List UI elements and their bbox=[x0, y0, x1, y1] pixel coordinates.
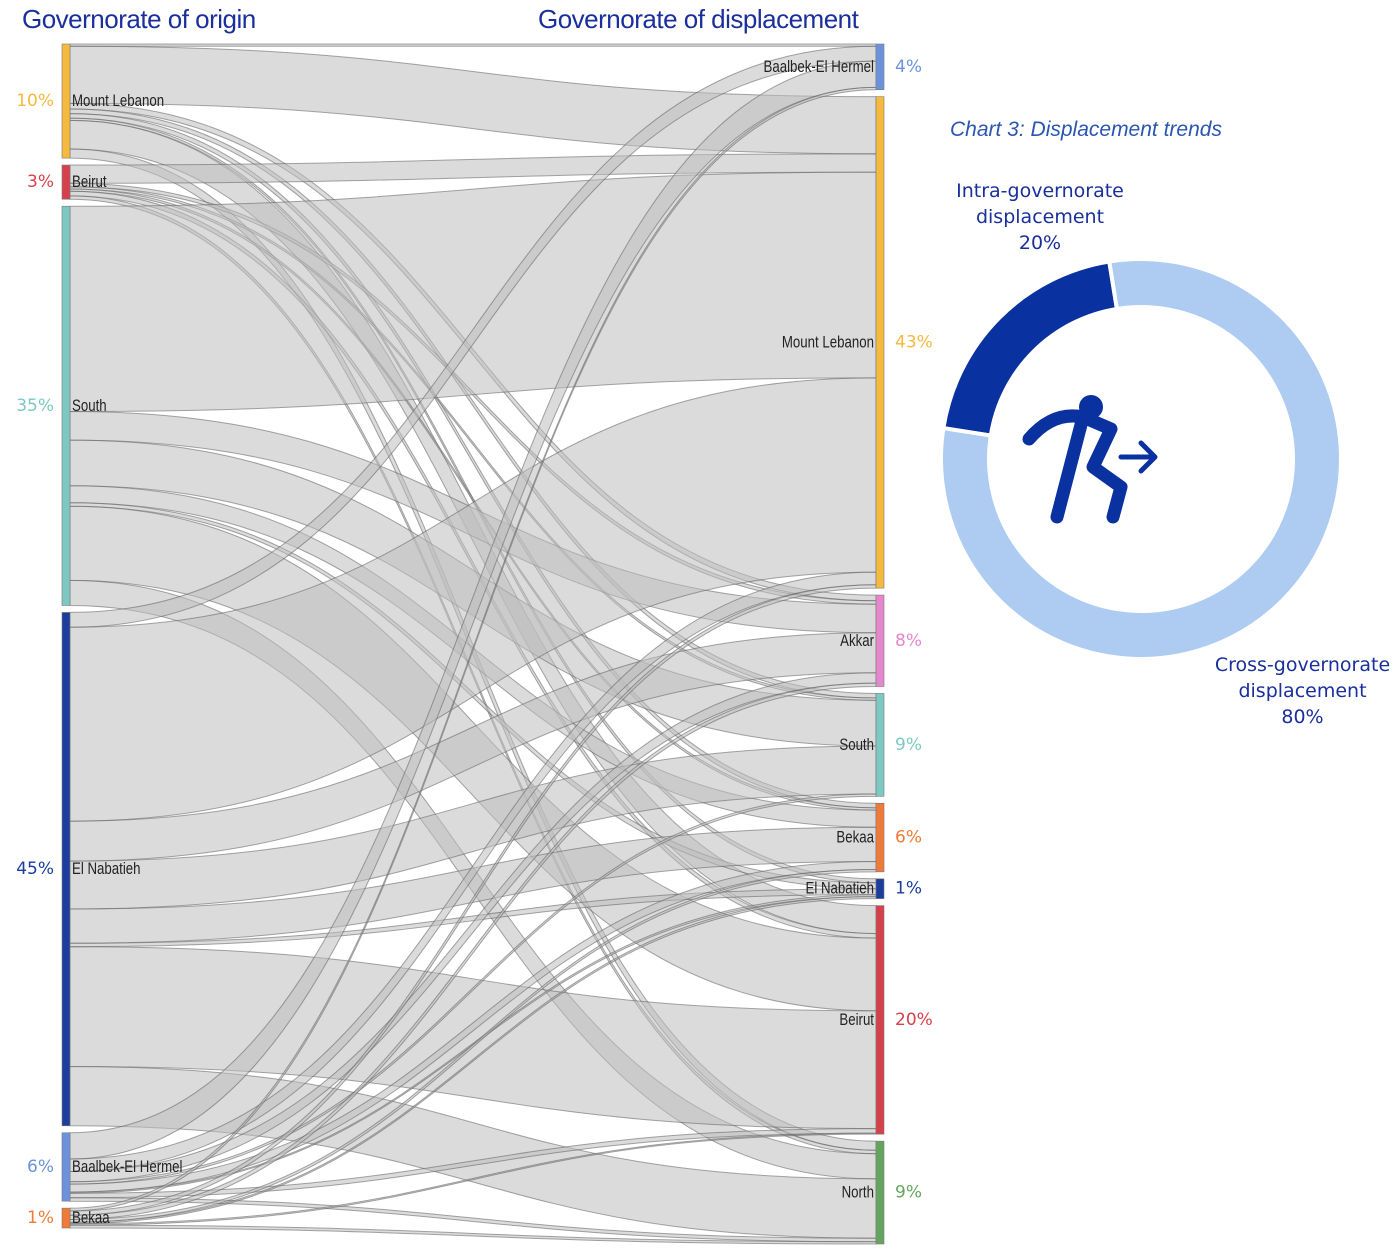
dest-label-el-nabatieh: El Nabatieh bbox=[805, 879, 874, 898]
donut-slices bbox=[939, 257, 1343, 661]
flow-south-to-mount-lebanon bbox=[69, 171, 877, 413]
intra-label-line2: displacement bbox=[975, 206, 1105, 228]
cross-label-line2: displacement bbox=[1238, 680, 1367, 702]
origin-label-el-nabatieh: El Nabatieh bbox=[72, 860, 141, 879]
origin-label-mount-lebanon: Mount Lebanon bbox=[72, 92, 164, 111]
dest-percent-mount-lebanon: 43% bbox=[895, 332, 933, 352]
donut-chart-title: Chart 3: Displacement trends bbox=[950, 118, 1222, 141]
dest-percent-akkar: 8% bbox=[895, 631, 922, 651]
dest-percent-beirut: 20% bbox=[895, 1010, 933, 1030]
intra-label-line1: Intra-governorate bbox=[956, 180, 1124, 202]
origin-node-mount-lebanon bbox=[61, 43, 71, 159]
dest-node-north bbox=[875, 1140, 885, 1245]
dest-node-baalbek-el-hermel bbox=[875, 43, 885, 91]
dest-percent-north: 9% bbox=[895, 1183, 922, 1203]
origin-percent-south: 35% bbox=[16, 396, 54, 416]
person-running-arrow-icon bbox=[1022, 395, 1158, 524]
origin-label-bekaa: Bekaa bbox=[72, 1209, 110, 1228]
donut-chart bbox=[939, 257, 1343, 661]
cross-slice-label: Cross-governorate displacement 80% bbox=[1190, 652, 1397, 730]
dest-percent-baalbek-el-hermel: 4% bbox=[895, 57, 922, 77]
dest-label-akkar: Akkar bbox=[840, 631, 874, 650]
dest-percent-el-nabatieh: 1% bbox=[895, 879, 922, 899]
cross-label-percent: 80% bbox=[1281, 706, 1324, 728]
dest-node-akkar bbox=[875, 594, 885, 687]
sankey-node-labels: Mount Lebanon 10% Beirut 3% South 35% El Nabat… bbox=[16, 57, 933, 1228]
dest-label-baalbek-el-hermel: Baalbek-El Hermel bbox=[764, 57, 874, 76]
dest-node-el-nabatieh bbox=[875, 878, 885, 899]
origin-node-baalbek-el-hermel bbox=[61, 1132, 71, 1202]
intra-label-percent: 20% bbox=[1018, 232, 1062, 254]
dest-node-mount-lebanon bbox=[875, 96, 885, 589]
origin-label-beirut: Beirut bbox=[72, 173, 107, 192]
origin-percent-baalbek-el-hermel: 6% bbox=[27, 1157, 54, 1177]
destination-axis-title: Governorate of displacement bbox=[538, 4, 859, 34]
flow-bekaa-to-bekaa bbox=[69, 869, 877, 1223]
origin-percent-beirut: 3% bbox=[27, 172, 54, 192]
sankey-chart: Mount Lebanon 10% Beirut 3% South 35% El Nabat… bbox=[16, 43, 933, 1245]
dest-percent-south: 9% bbox=[895, 735, 922, 755]
donut-slice-cross bbox=[939, 257, 1343, 661]
dest-node-bekaa bbox=[875, 802, 885, 873]
flow-mount-lebanon-to-baalbek-el-hermel bbox=[69, 43, 877, 47]
sankey-links bbox=[69, 43, 877, 1245]
dest-node-south bbox=[875, 693, 885, 797]
origin-label-south: South bbox=[72, 396, 107, 415]
dest-label-bekaa: Bekaa bbox=[836, 828, 874, 847]
origin-node-el-nabatieh bbox=[61, 612, 71, 1127]
origin-node-bekaa bbox=[61, 1207, 71, 1229]
dest-label-south: South bbox=[839, 735, 874, 754]
origin-percent-el-nabatieh: 45% bbox=[16, 859, 54, 879]
sankey-nodes bbox=[61, 43, 885, 1245]
cross-label-line1: Cross-governorate bbox=[1214, 654, 1391, 676]
origin-node-beirut bbox=[61, 164, 71, 200]
dest-label-beirut: Beirut bbox=[839, 1010, 874, 1029]
origin-percent-mount-lebanon: 10% bbox=[16, 91, 54, 111]
dest-label-mount-lebanon: Mount Lebanon bbox=[782, 333, 874, 352]
origin-node-south bbox=[61, 205, 71, 606]
intra-slice-label: Intra-governorate displacement 20% bbox=[920, 178, 1160, 256]
dest-label-north: North bbox=[842, 1183, 874, 1202]
origin-label-baalbek-el-hermel: Baalbek-El Hermel bbox=[72, 1157, 182, 1176]
dest-node-beirut bbox=[875, 905, 885, 1135]
origin-axis-title: Governorate of origin bbox=[22, 4, 256, 34]
origin-percent-bekaa: 1% bbox=[27, 1208, 54, 1228]
dest-percent-bekaa: 6% bbox=[895, 828, 922, 848]
